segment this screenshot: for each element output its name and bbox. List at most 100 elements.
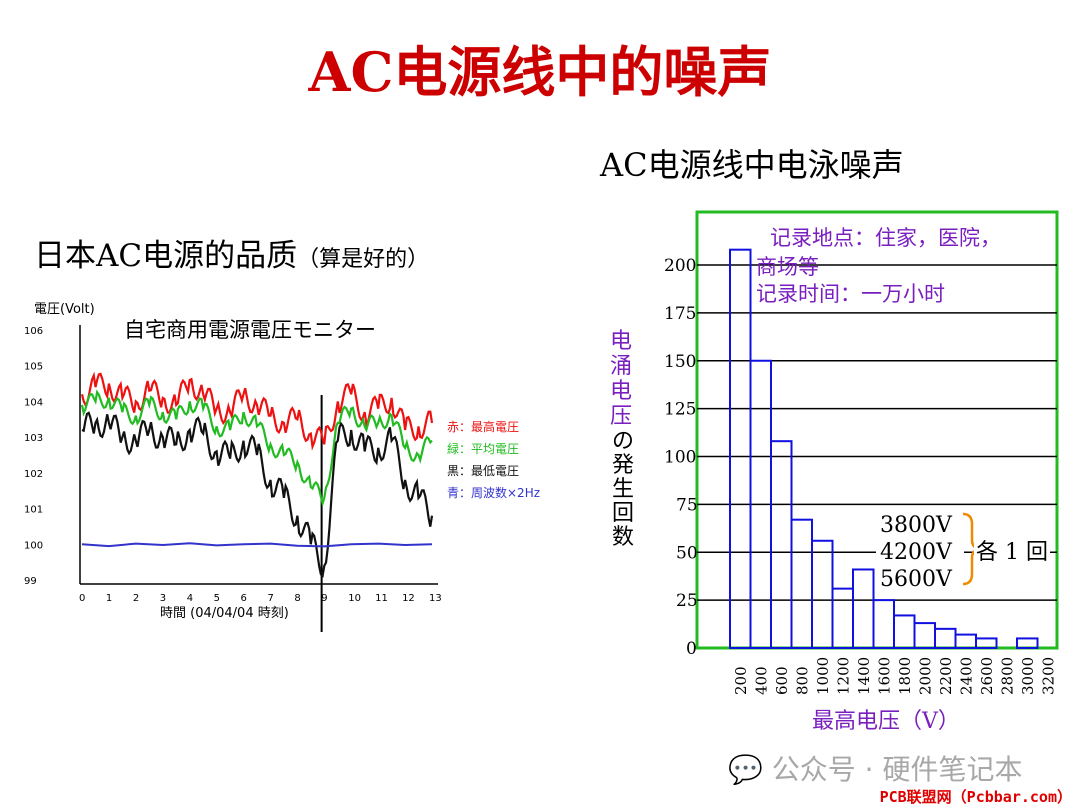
wechat-icon: 💬	[728, 753, 763, 786]
right-xtick-label: 800	[794, 666, 812, 695]
left-xtick-label: 9	[321, 593, 327, 604]
left-legend-item: 青：周波数×2Hz	[447, 485, 540, 500]
right-ytick-label: 0	[686, 639, 697, 659]
left-series-avg	[80, 389, 433, 508]
histogram-bar	[975, 637, 998, 649]
right-ylabel-suffix-char: 生	[612, 477, 634, 502]
histogram-bar	[872, 599, 895, 649]
left-xtick-label: 11	[375, 593, 388, 604]
right-ytick-label: 175	[664, 304, 696, 324]
right-xtick-label: 1000	[814, 657, 832, 695]
right-ylabel-suffix-char: 発	[612, 453, 634, 478]
right-ylabel-suffix-char: 回	[612, 501, 634, 526]
histogram-bar	[1016, 637, 1039, 649]
watermark: 💬 公众号 · 硬件笔记本	[728, 748, 1022, 788]
extremes-label: 各 1 回	[976, 540, 1048, 565]
left-heading-sub: （算是好的）	[297, 247, 430, 272]
right-ylabel-suffix-char: の	[612, 429, 634, 454]
left-ytick-label: 106	[24, 326, 43, 337]
right-xlabel: 最高电压（V）	[812, 709, 960, 734]
left-xtick-label: 13	[429, 593, 442, 604]
right-ylabel-char: 压	[610, 404, 632, 429]
right-xtick-label: 2000	[917, 657, 935, 695]
left-legend-item: 黒：最低電圧	[447, 464, 519, 478]
left-xtick-label: 0	[79, 593, 85, 604]
left-legend-item: 緑：平均電圧	[447, 441, 519, 456]
left-xtick-label: 5	[214, 593, 220, 604]
histogram-bar	[954, 633, 977, 649]
right-ylabel-char: 涌	[610, 354, 632, 379]
left-ytick-label: 101	[24, 505, 43, 516]
right-xtick-label: 400	[753, 666, 771, 695]
right-ylabel-suffix-char: 数	[612, 525, 634, 550]
extreme-1: 3800V	[880, 513, 953, 538]
right-xtick-label: 3000	[1019, 657, 1037, 695]
left-ytick-label: 104	[24, 397, 43, 408]
watermark-text: 公众号 · 硬件笔记本	[771, 753, 1023, 786]
right-xtick-label: 3200	[1040, 657, 1058, 695]
right-xtick-label: 2200	[937, 657, 955, 695]
left-ytick-label: 102	[24, 469, 43, 480]
right-ylabel-char: 电	[610, 379, 632, 404]
histogram-bar	[790, 518, 813, 649]
histogram-bar	[729, 248, 752, 649]
left-ytick-label: 103	[24, 433, 43, 444]
histogram-bar	[852, 568, 875, 649]
right-ytick-label: 150	[664, 352, 696, 372]
annotation-duration: 记录时间：一万小时	[756, 282, 945, 306]
right-ytick-label: 100	[664, 448, 696, 468]
left-xtick-label: 4	[187, 593, 193, 604]
right-heading: AC电源线中电泳噪声	[600, 146, 904, 184]
left-series-max	[80, 371, 434, 451]
left-xtick-label: 2	[133, 593, 139, 604]
right-xtick-label: 1400	[855, 657, 873, 695]
left-ytick-label: 99	[24, 576, 37, 587]
left-xtick-label: 8	[294, 593, 300, 604]
extreme-2: 4200V	[880, 540, 953, 565]
left-heading-main: 日本AC电源的品质	[34, 238, 298, 274]
right-xtick-label: 200	[732, 666, 750, 695]
histogram-bar	[934, 627, 957, 649]
left-heading: 日本AC电源的品质（算是好的）	[34, 230, 429, 275]
right-xtick-label: 2600	[978, 657, 996, 695]
left-xtick-label: 3	[160, 593, 166, 604]
right-xtick-label: 1800	[896, 657, 914, 695]
right-xtick-label: 2800	[999, 657, 1017, 695]
right-ytick-label: 50	[676, 543, 698, 563]
right-xtick-label: 600	[773, 666, 791, 695]
histogram-bar	[811, 539, 834, 650]
right-ylabel-char: 电	[610, 329, 632, 354]
histogram-bar	[893, 614, 916, 650]
left-chart-title: 自宅商用電源電圧モニター	[124, 318, 376, 342]
left-xtick-label: 1	[106, 593, 112, 604]
left-series-freq	[81, 542, 433, 548]
page-title: AC电源线中的噪声	[308, 40, 772, 104]
annotation-location-2: 商场等	[756, 255, 819, 279]
left-legend-item: 赤：最高電圧	[447, 419, 519, 434]
annotation-location: 记录地点：住家，医院，	[770, 226, 1001, 250]
histogram-bar	[831, 587, 854, 650]
histogram-bar	[770, 440, 793, 649]
left-ylabel: 電圧(Volt)	[34, 302, 95, 317]
extremes-label-bg	[974, 534, 1050, 564]
left-xtick-label: 12	[402, 593, 415, 604]
right-ytick-label: 75	[676, 495, 698, 515]
left-ytick-label: 105	[24, 362, 43, 373]
left-xlabel: 時間 (04/04/04 時刻)	[160, 606, 289, 621]
left-series-min	[81, 411, 434, 578]
right-ytick-label: 25	[676, 591, 698, 611]
histogram-bar	[913, 622, 936, 649]
left-xtick-label: 7	[267, 593, 273, 604]
left-xtick-label: 6	[241, 593, 247, 604]
left-ytick-label: 100	[24, 540, 43, 551]
left-xtick-label: 10	[348, 593, 361, 604]
site-credit: PCB联盟网（Pcbbar.com）	[879, 788, 1072, 806]
extreme-3: 5600V	[880, 567, 953, 592]
right-ytick-label: 200	[664, 256, 696, 276]
right-xtick-label: 1200	[835, 657, 853, 695]
right-ytick-label: 125	[664, 400, 696, 420]
right-xtick-label: 1600	[876, 657, 894, 695]
extremes-bg	[876, 508, 964, 592]
